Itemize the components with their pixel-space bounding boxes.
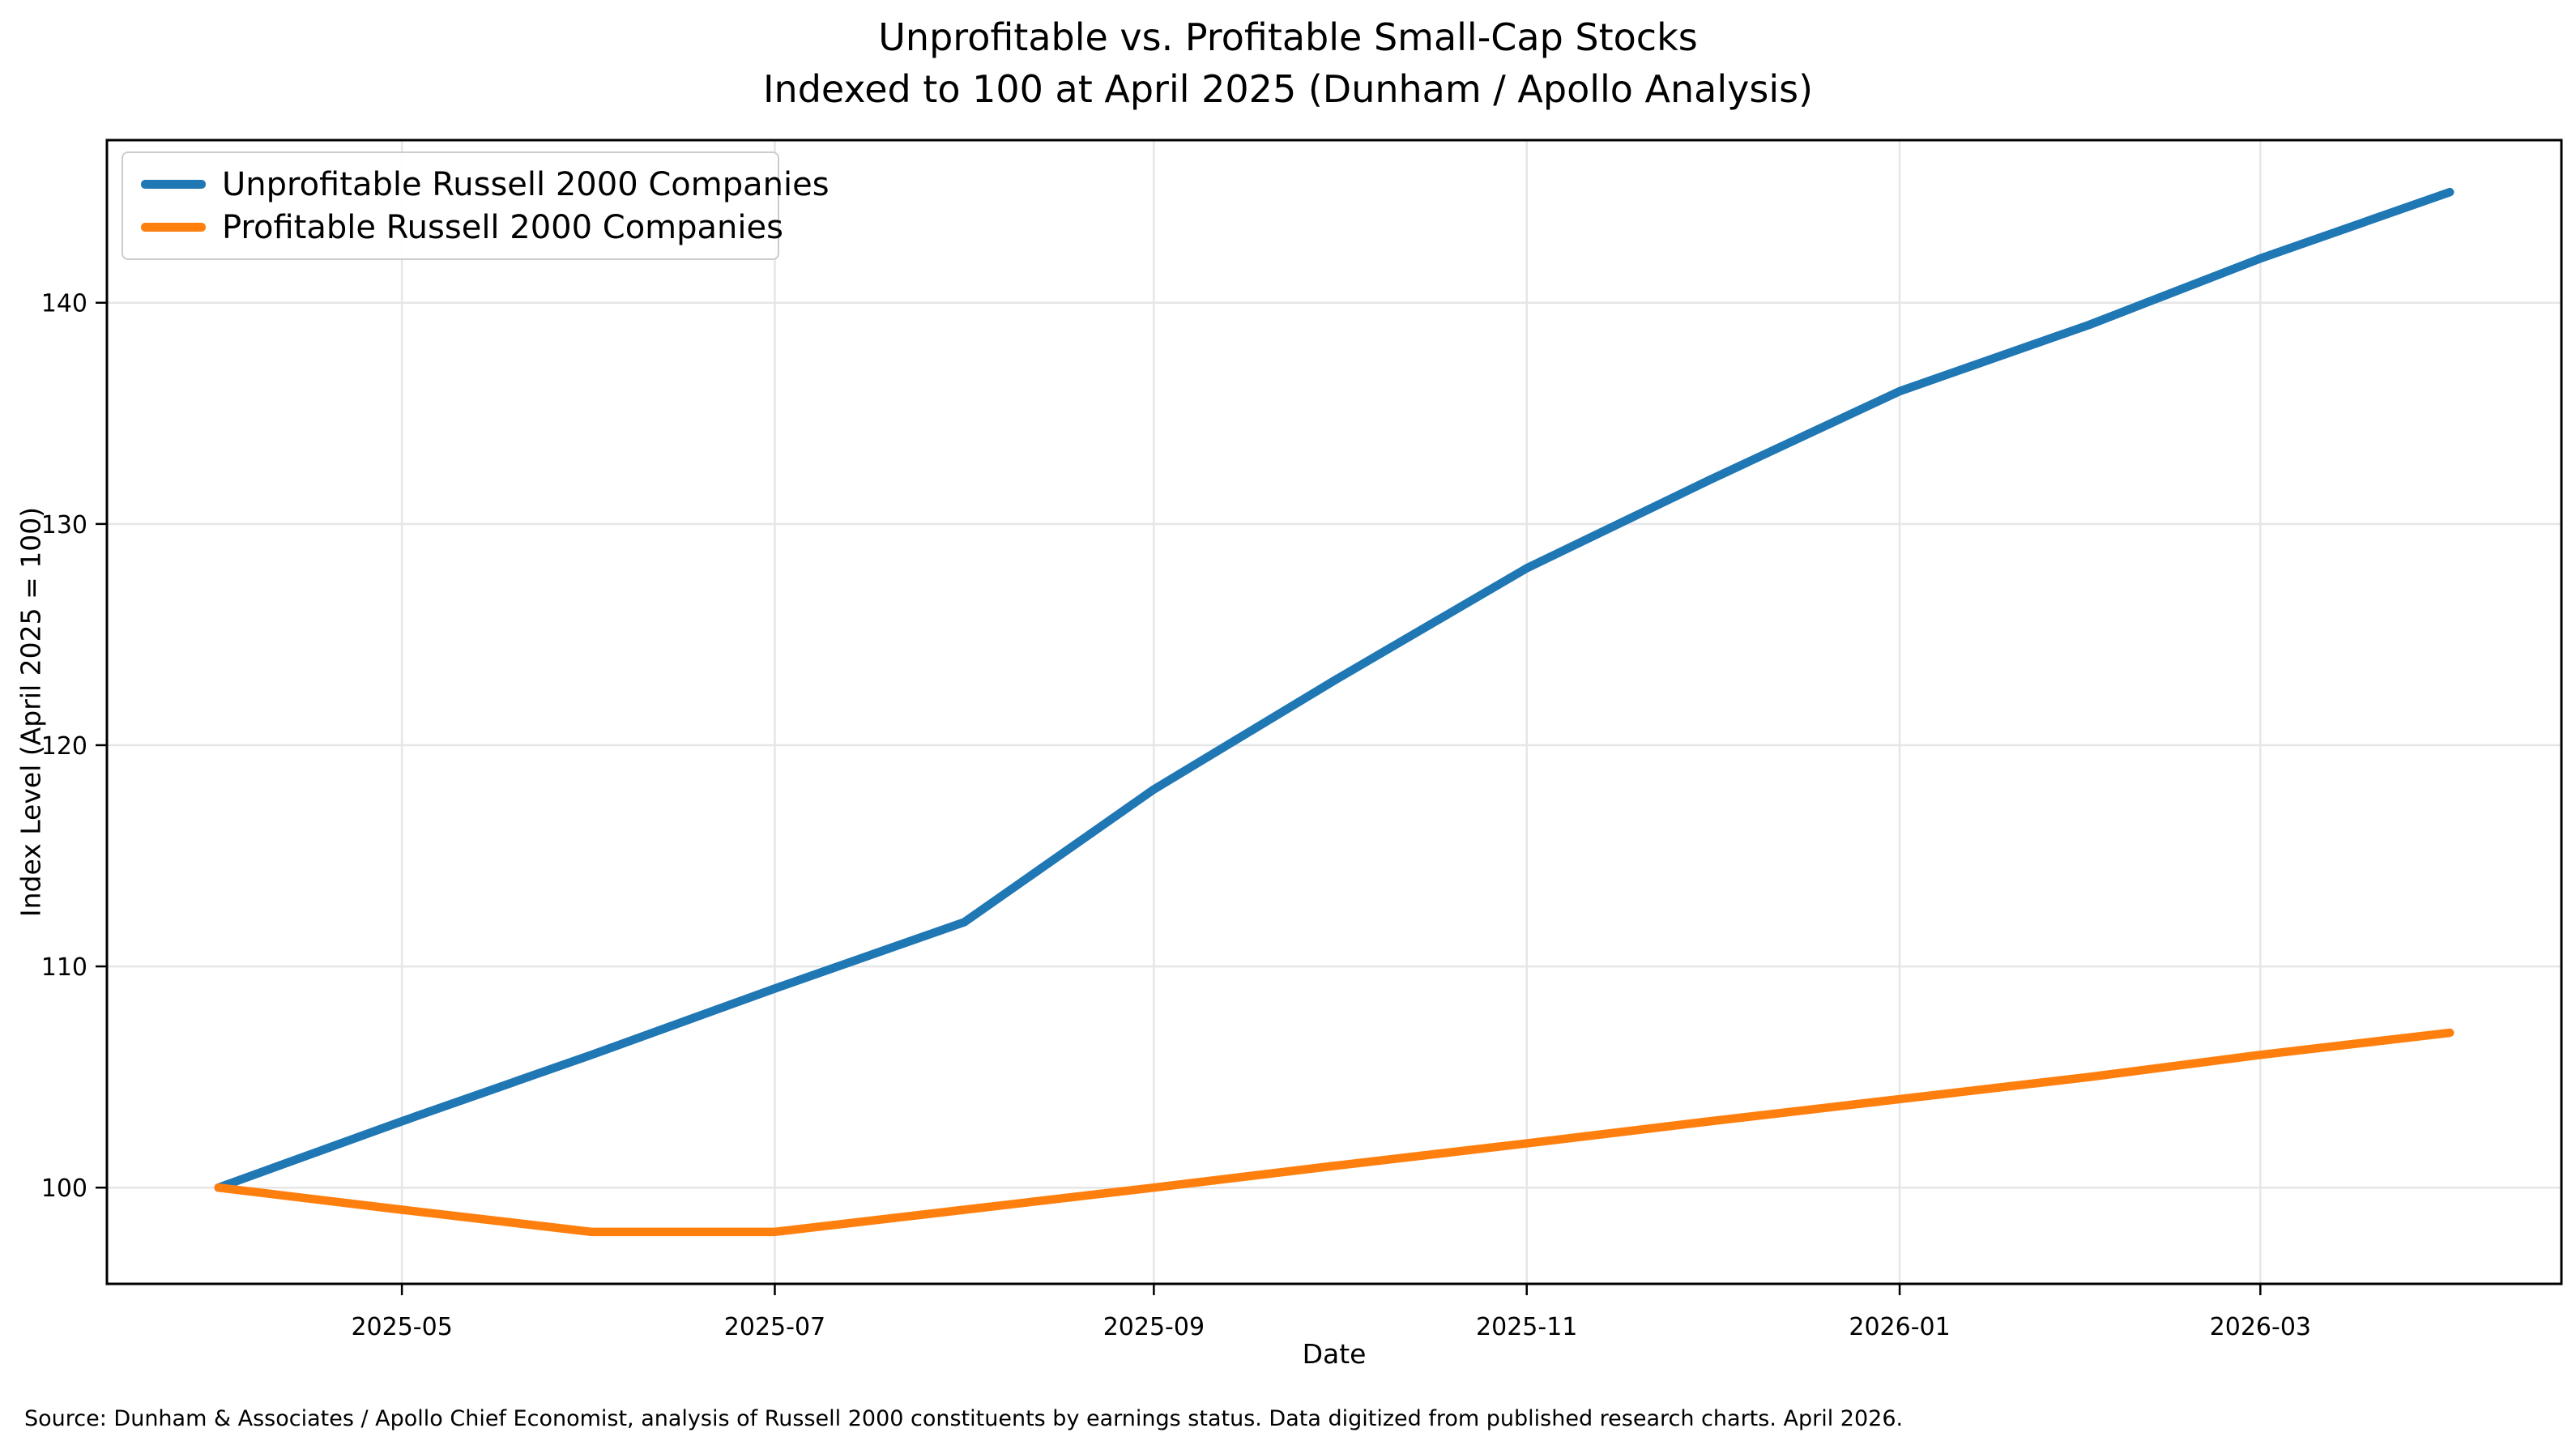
chart-title-line1: Unprofitable vs. Profitable Small-Cap St… [878,15,1698,59]
x-tick-label: 2025-09 [1103,1313,1205,1341]
x-tick-label: 2025-05 [351,1313,452,1341]
chart-title-line2: Indexed to 100 at April 2025 (Dunham / A… [762,67,1814,111]
y-tick-label: 130 [41,511,87,539]
chart-title: Unprofitable vs. Profitable Small-Cap St… [0,11,2576,115]
series-line-profitable [214,1028,2454,1237]
y-tick-label: 100 [41,1175,87,1203]
legend-line-swatch-orange [141,223,206,232]
y-axis-label: Index Level (April 2025 = 100) [15,506,47,918]
source-note: Source: Dunham & Associates / Apollo Chi… [24,1406,1904,1431]
legend-line-swatch-blue [141,180,206,189]
series-line-unprofitable [214,187,2454,1192]
y-tick-label: 140 [41,290,87,318]
legend-item-unprofitable: Unprofitable Russell 2000 Companies [141,164,830,206]
x-tick-label: 2025-11 [1476,1313,1577,1341]
legend: Unprofitable Russell 2000 Companies Prof… [122,151,830,260]
x-tick-label: 2026-03 [2210,1313,2311,1341]
legend-label: Unprofitable Russell 2000 Companies [222,165,830,203]
legend-item-profitable: Profitable Russell 2000 Companies [141,207,783,249]
legend-label: Profitable Russell 2000 Companies [222,208,783,246]
y-tick-label: 120 [41,732,87,761]
axes-spines [105,139,2563,1285]
x-axis-label: Date [1302,1338,1367,1370]
x-tick-label: 2026-01 [1849,1313,1950,1341]
y-tick-label: 110 [41,953,87,982]
x-tick-label: 2025-07 [724,1313,825,1341]
